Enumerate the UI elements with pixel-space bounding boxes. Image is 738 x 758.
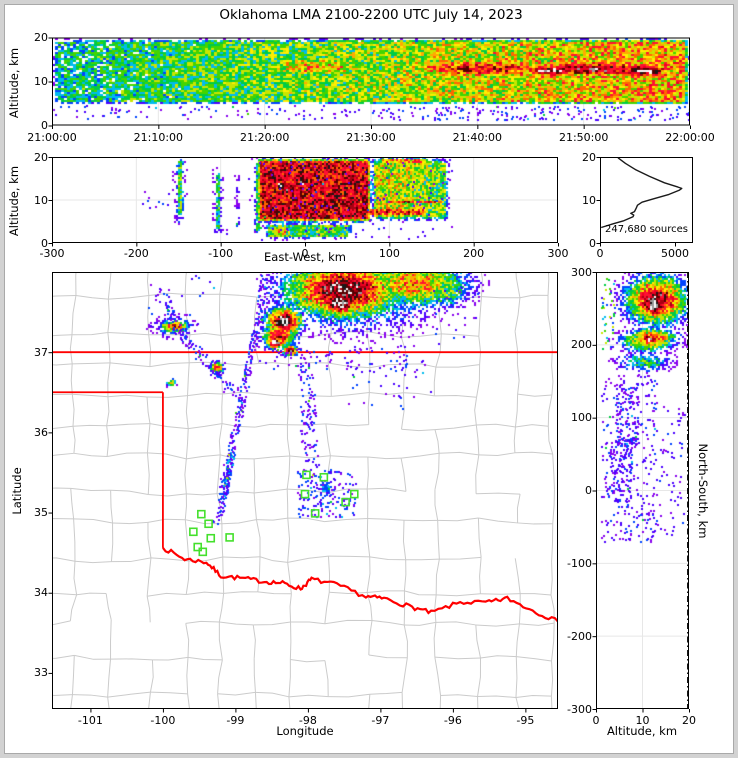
north-south-frame: [596, 272, 689, 709]
north-south-tick-label: -300: [567, 702, 592, 716]
station-marker: [300, 489, 310, 499]
north-south-tick-label: 300: [571, 265, 592, 279]
east-west-tick-label: -200: [123, 247, 149, 260]
north-south-tick-label: -100: [567, 556, 592, 570]
longitude-tick-label: -95: [516, 714, 535, 727]
north-south-tick-label: 200: [571, 338, 592, 352]
latitude-tick-label: 36: [34, 425, 48, 439]
east-west-frame: [52, 157, 558, 243]
station-marker: [302, 470, 311, 480]
histogram-x-tick-label: 5000: [661, 247, 689, 260]
altitude-tick-label: 20: [34, 150, 48, 164]
station-marker: [189, 527, 198, 537]
north-south-panel: [596, 272, 689, 709]
station-marker: [206, 533, 216, 543]
station-marker: [341, 497, 350, 507]
time-tick-label: 21:10:00: [133, 130, 184, 144]
station-marker: [319, 472, 329, 482]
latitude-tick-label: 35: [34, 506, 48, 520]
plan-view-xlabel: Longitude: [276, 724, 334, 738]
station-marker: [197, 509, 206, 519]
source-count-annotation: 247,680 sources: [605, 224, 688, 235]
east-west-tick-label: 100: [378, 247, 400, 260]
ns-altitude-tick-label: 0: [592, 714, 600, 727]
time-tick-label: 21:50:00: [558, 130, 609, 144]
time-tick-label: 21:20:00: [239, 130, 290, 144]
station-marker: [310, 509, 320, 518]
east-west-tick-label: -300: [39, 247, 65, 260]
time-tick-label: 22:00:00: [665, 130, 715, 144]
figure-title: Oklahoma LMA 2100-2200 UTC July 14, 2023: [219, 7, 523, 23]
east-west-tick-label: 200: [463, 247, 485, 260]
time-tick-label: 21:30:00: [346, 130, 396, 144]
latitude-tick-label: 37: [34, 345, 48, 359]
altitude-tick-label: 0: [41, 236, 48, 250]
histogram-y-tick-label: 0: [589, 236, 596, 250]
longitude-tick-label: -98: [298, 714, 317, 727]
time-height-frame: [52, 37, 690, 126]
longitude-tick-label: -97: [371, 714, 390, 727]
north-south-tick-label: 0: [585, 484, 592, 497]
altitude-tick-label: 10: [34, 75, 48, 88]
longitude-tick-label: -99: [226, 714, 245, 727]
north-south-xlabel: Altitude, km: [606, 724, 678, 738]
north-south-tick-label: 100: [571, 411, 592, 425]
east-west-tick-label: -100: [208, 247, 234, 260]
histogram-y-tick-label: 20: [582, 150, 596, 164]
east-west-panel: [52, 157, 558, 243]
altitude-tick-label: 10: [34, 193, 48, 207]
altitude-tick-label: 20: [34, 31, 48, 44]
longitude-tick-label: -100: [150, 714, 176, 727]
ns-altitude-tick-label: 20: [682, 714, 696, 727]
histogram-frame: [600, 157, 693, 243]
longitude-tick-label: -96: [443, 714, 462, 727]
station-marker: [193, 542, 203, 552]
latitude-tick-label: 34: [34, 586, 48, 600]
east-west-tick-label: 0: [301, 247, 309, 260]
histogram-y-tick-label: 10: [582, 193, 596, 207]
time-tick-label: 21:00:00: [27, 130, 77, 144]
north-south-ylabel: North-South, km: [696, 443, 710, 539]
ns-altitude-tick-label: 10: [635, 714, 650, 727]
longitude-tick-label: -101: [77, 714, 103, 727]
altitude-tick-label: 0: [41, 119, 48, 132]
east-west-xlabel: East-West, km: [264, 250, 346, 264]
plan-view-frame: [52, 272, 558, 709]
latitude-tick-label: 33: [34, 666, 48, 680]
histogram-x-tick-label: 0: [596, 247, 604, 260]
time-tick-label: 21:40:00: [452, 130, 503, 144]
station-marker: [198, 547, 208, 557]
time-height-panel: [52, 37, 690, 126]
lma-station-markers: [189, 470, 359, 557]
altitude-histogram-curve: [600, 157, 683, 229]
station-marker: [349, 489, 359, 499]
station-marker: [204, 519, 213, 529]
east-west-tick-label: 300: [547, 247, 569, 260]
station-marker: [225, 533, 234, 542]
north-south-tick-label: -200: [567, 629, 592, 643]
